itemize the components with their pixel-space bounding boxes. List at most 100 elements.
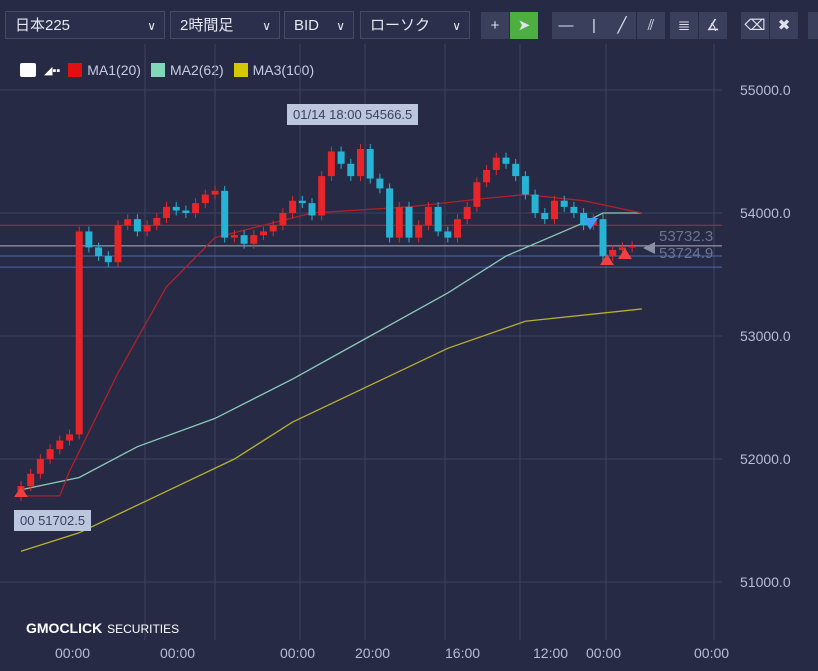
candle: [366, 149, 374, 179]
candle: [618, 247, 626, 250]
fibonacci-fan-button[interactable]: ∡: [699, 12, 727, 39]
candle: [95, 247, 103, 257]
delete-all-button[interactable]: ✖: [770, 12, 798, 39]
crosshair-button[interactable]: +: [481, 12, 509, 39]
price-type-select[interactable]: BID ∨: [284, 11, 354, 39]
price-type-value: BID: [294, 17, 320, 34]
x-axis-label: 12:00: [533, 645, 569, 661]
fibonacci-fan-icon: ∡: [706, 17, 720, 34]
candle: [502, 157, 510, 164]
candle: [36, 459, 44, 474]
chevron-down-icon: ∨: [262, 19, 271, 33]
trend-line-button[interactable]: ╱: [608, 12, 636, 39]
timeframe-value: 2時間足: [180, 17, 234, 34]
legend-label: MA1(20): [87, 62, 141, 78]
candle: [153, 217, 161, 226]
candle: [454, 219, 461, 238]
x-axis-label: 00:00: [586, 645, 622, 661]
chevron-down-icon: ∨: [336, 19, 345, 33]
chevron-down-icon: ∨: [452, 19, 461, 33]
buy-signal-icon: [600, 254, 614, 265]
logo-suffix: SECURITIES: [107, 622, 180, 636]
legend-label: MA3(100): [252, 62, 315, 78]
pointer-button[interactable]: ➤: [510, 12, 538, 39]
candle: [473, 182, 481, 207]
candle: [589, 219, 597, 226]
candle: [628, 245, 636, 248]
candle: [444, 231, 452, 238]
eraser-button[interactable]: ⌫: [741, 12, 769, 39]
candle: [599, 219, 607, 257]
ma3-line: [20, 308, 642, 552]
candle: [201, 194, 209, 204]
candle: [66, 434, 73, 441]
ma1-line: [21, 193, 642, 497]
fibonacci-retracement-icon: ≣: [677, 17, 691, 34]
gmo-click-logo: GMOCLICK SECURITIES: [26, 620, 179, 636]
candle: [163, 206, 170, 218]
candle: [114, 225, 122, 263]
pointer-icon: ➤: [517, 17, 531, 34]
high-tooltip: 01/14 18:00 54566.5: [287, 104, 419, 125]
more-tools-button[interactable]: [808, 12, 818, 39]
vertical-line-icon: |: [592, 17, 596, 34]
candle: [463, 206, 471, 220]
candle: [46, 449, 54, 459]
y-axis-label: 54000.0: [740, 205, 791, 221]
comment-icon[interactable]: [20, 63, 36, 77]
candle: [541, 213, 549, 220]
candle: [434, 206, 442, 232]
y-axis-label: 53000.0: [740, 328, 791, 344]
candle: [17, 486, 25, 496]
candle: [347, 163, 355, 177]
candle: [337, 151, 345, 164]
parallel-lines-button[interactable]: ⫽: [637, 12, 665, 39]
horizontal-line-button[interactable]: —: [552, 12, 580, 39]
chart-type-select[interactable]: ローソク ∨: [360, 11, 470, 39]
candle: [327, 151, 335, 177]
candle: [289, 200, 297, 213]
legend-swatch: [233, 63, 248, 77]
draw-settings-icon[interactable]: ◢▪▪: [44, 64, 61, 77]
candle: [172, 206, 180, 211]
fibonacci-retracement-button[interactable]: ≣: [670, 12, 698, 39]
candle: [230, 235, 238, 238]
x-axis-label: 00:00: [280, 645, 316, 661]
buy-signal-icon: [14, 487, 28, 497]
candle: [143, 225, 151, 232]
trend-line-icon: ╱: [617, 17, 627, 34]
candle: [85, 231, 93, 248]
vertical-line-button[interactable]: |: [580, 12, 608, 39]
low-tooltip: 00 51702.5: [14, 510, 92, 531]
candle: [240, 235, 248, 244]
candle: [192, 203, 200, 213]
chart-legend: ◢▪▪ MA1(20) MA2(62) MA3(100): [20, 62, 324, 78]
candle: [279, 213, 287, 226]
candle: [269, 225, 277, 232]
candle: [560, 200, 568, 207]
candle: [492, 157, 500, 170]
x-axis-label: 16:00: [445, 645, 481, 661]
candle: [521, 176, 529, 195]
candle: [376, 178, 384, 189]
y-axis-label: 52000.0: [740, 451, 791, 467]
chart-type-value: ローソク: [370, 17, 431, 34]
eraser-icon: ⌫: [744, 17, 766, 34]
candle: [133, 219, 141, 232]
toolbar: 日本225 ∨ 2時間足 ∨ BID ∨ ローソク ∨ + ➤ — | ╱ ⫽ ≣ ∡ ⌫ ✖: [0, 0, 818, 44]
legend-label: MA2(62): [169, 62, 224, 78]
chevron-down-icon: ∨: [147, 19, 156, 33]
x-axis-label: 00:00: [694, 645, 730, 661]
candle: [395, 206, 403, 238]
x-axis-label: 20:00: [355, 645, 391, 661]
candle: [75, 231, 83, 435]
symbol-select[interactable]: 日本225 ∨: [5, 11, 165, 39]
timeframe-select[interactable]: 2時間足 ∨: [170, 11, 280, 39]
legend-swatch: [150, 63, 165, 77]
candle: [405, 206, 413, 238]
price-label: 53732.3: [659, 228, 714, 245]
candle: [386, 188, 394, 238]
legend-item: MA1(20): [68, 62, 141, 78]
candle: [104, 256, 112, 263]
